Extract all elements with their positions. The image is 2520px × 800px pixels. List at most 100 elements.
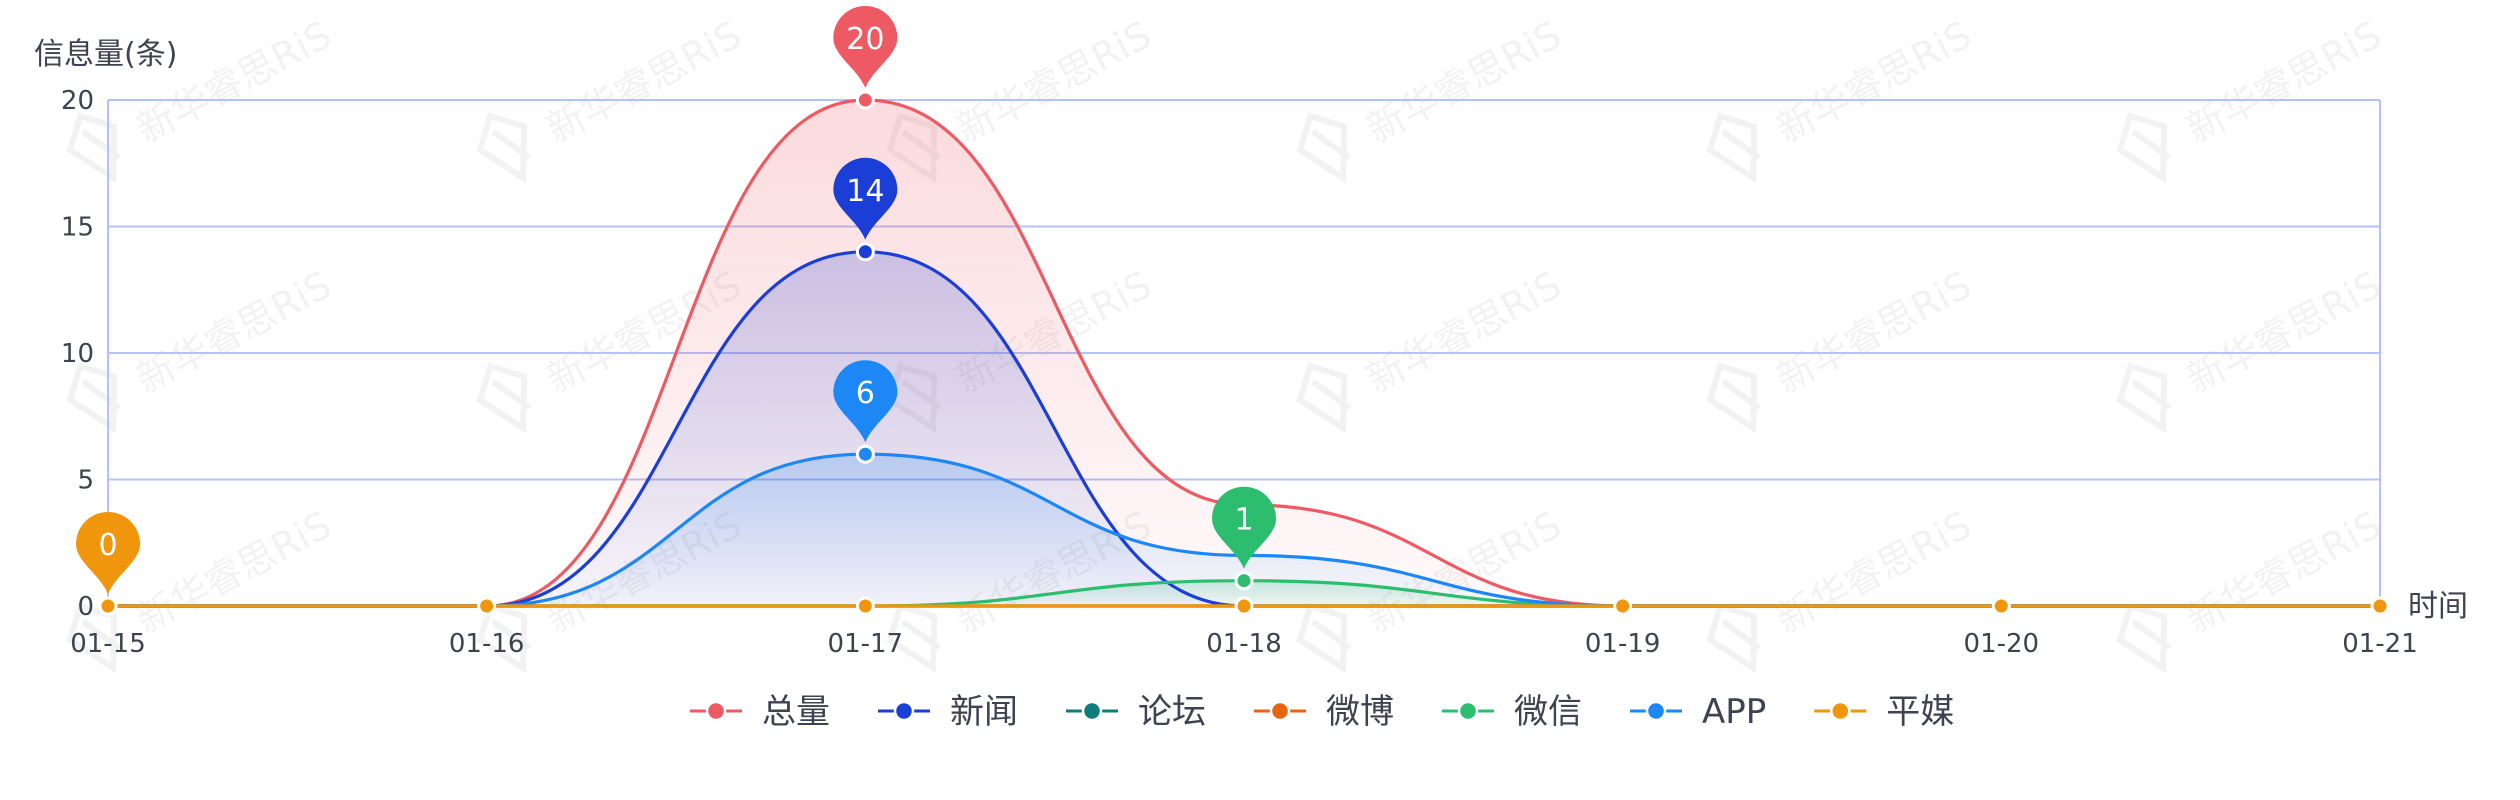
marker-label: 20	[846, 22, 884, 57]
y-tick-label: 20	[61, 86, 94, 116]
marker-pin	[833, 6, 898, 88]
legend-label: 新闻	[950, 692, 1018, 732]
watermark-logo	[1296, 112, 1352, 184]
watermark-logo	[1706, 112, 1762, 184]
legend-marker	[1081, 700, 1103, 722]
x-tick-label: 01-17	[828, 629, 904, 659]
watermark-tile: 新华睿思RiS	[66, 13, 338, 184]
legend-marker	[705, 700, 727, 722]
watermark-tile: 新华睿思RiS	[1706, 263, 1978, 434]
legend-label: 微博	[1326, 692, 1394, 732]
legend-label: 论坛	[1138, 692, 1206, 732]
legend-item[interactable]: APP	[1630, 692, 1766, 732]
y-tick-label: 10	[61, 339, 94, 369]
legend-label: 微信	[1514, 692, 1582, 732]
x-tick-label: 01-16	[449, 629, 525, 659]
watermark-text: 新华睿思RiS	[949, 13, 1158, 152]
watermark-tile: 新华睿思RiS	[1706, 13, 1978, 184]
marker-label: 14	[846, 174, 884, 209]
series-5-area	[108, 454, 2380, 606]
watermark-tile: 新华睿思RiS	[2116, 263, 2388, 434]
area-layer	[108, 100, 2380, 607]
series-1-area	[108, 251, 2380, 607]
watermark-text: 新华睿思RiS	[1769, 13, 1978, 152]
legend-marker	[1457, 700, 1479, 722]
x-tick-label: 01-20	[1964, 629, 2040, 659]
watermark-tile: 新华睿思RiS	[2116, 13, 2388, 184]
watermark-text: 新华睿思RiS	[1769, 503, 1978, 642]
watermark-tile: 新华睿思RiS	[1296, 263, 1568, 434]
legend: 总量 新闻 论坛 微博 微信 APP 平媒	[690, 692, 1954, 732]
marker-pin	[833, 360, 898, 443]
watermark-logo	[1296, 362, 1352, 434]
y-tick-label: 5	[77, 466, 94, 496]
watermark-logo	[66, 602, 122, 674]
marker-point[interactable]	[98, 596, 118, 616]
legend-marker	[1830, 700, 1851, 722]
watermark-tile: 新华睿思RiS	[1706, 503, 1978, 674]
watermark-logo	[1296, 602, 1352, 674]
watermark-text: 新华睿思RiS	[1359, 13, 1568, 152]
legend-item[interactable]: 总量	[690, 692, 830, 732]
watermark-tile: 新华睿思RiS	[476, 13, 748, 184]
legend-label: 总量	[762, 692, 830, 732]
watermark-text: 新华睿思RiS	[2179, 503, 2388, 642]
watermark-text: 新华睿思RiS	[539, 13, 748, 152]
legend-marker	[893, 700, 915, 722]
legend-item[interactable]: 论坛	[1066, 692, 1206, 732]
x-tick-label: 01-15	[70, 629, 146, 659]
data-point[interactable]	[1991, 596, 2011, 616]
marker-pin	[1212, 486, 1276, 569]
legend-marker	[1645, 700, 1667, 722]
legend-label: 平媒	[1886, 692, 1954, 732]
data-point[interactable]	[2370, 596, 2390, 616]
watermark-logo	[66, 112, 122, 184]
x-tick-label: 01-19	[1585, 629, 1661, 659]
x-tick-label: 01-18	[1206, 629, 1282, 659]
legend-marker	[1269, 700, 1291, 722]
y-tick-label: 0	[77, 592, 94, 622]
watermark-text: 新华睿思RiS	[129, 503, 338, 642]
legend-label: APP	[1702, 692, 1766, 732]
watermark-logo	[476, 362, 532, 434]
watermark-text: 新华睿思RiS	[2179, 263, 2388, 402]
marker-point[interactable]	[855, 90, 875, 110]
watermark-logo	[2116, 602, 2172, 674]
watermark-text: 新华睿思RiS	[129, 13, 338, 152]
marker-point[interactable]	[1234, 571, 1254, 591]
data-point[interactable]	[477, 596, 497, 616]
watermark-logo	[1706, 602, 1762, 674]
watermark-logo	[66, 362, 122, 434]
watermark-logo	[476, 602, 532, 674]
marker-pin	[76, 512, 140, 594]
marker-layer: 20 14 6 1 0	[76, 6, 1276, 616]
watermark-logo	[886, 602, 942, 674]
marker-label: 1	[1234, 503, 1253, 538]
watermark-text: 新华睿思RiS	[1359, 263, 1568, 402]
marker-pin	[833, 157, 898, 240]
marker-point[interactable]	[855, 444, 875, 464]
y-tick-label: 15	[61, 213, 94, 243]
watermark-logo	[2116, 112, 2172, 184]
watermark-logo	[2116, 362, 2172, 434]
x-tick-label: 01-21	[2342, 629, 2418, 659]
point-layer	[98, 596, 2390, 616]
legend-item[interactable]: 微博	[1254, 692, 1394, 732]
data-point[interactable]	[1613, 596, 1633, 616]
data-point[interactable]	[1234, 596, 1254, 616]
y-axis-title: 信息量(条)	[34, 37, 177, 72]
legend-item[interactable]: 平媒	[1814, 692, 1954, 732]
axis-layer: 0 5 10 15 20 01-15 01-16 01-17 01-18 01-19 01-20 01…	[34, 37, 2468, 659]
marker-label: 6	[856, 376, 875, 411]
legend-item[interactable]: 新闻	[878, 692, 1018, 732]
data-point[interactable]	[855, 596, 875, 616]
x-axis-title: 时间	[2408, 589, 2468, 624]
watermark-logo	[1706, 362, 1762, 434]
watermark-text: 新华睿思RiS	[2179, 13, 2388, 152]
watermark-text: 新华睿思RiS	[129, 263, 338, 402]
watermark-tile: 新华睿思RiS	[66, 263, 338, 434]
legend-item[interactable]: 微信	[1442, 692, 1582, 732]
marker-point[interactable]	[855, 242, 875, 262]
